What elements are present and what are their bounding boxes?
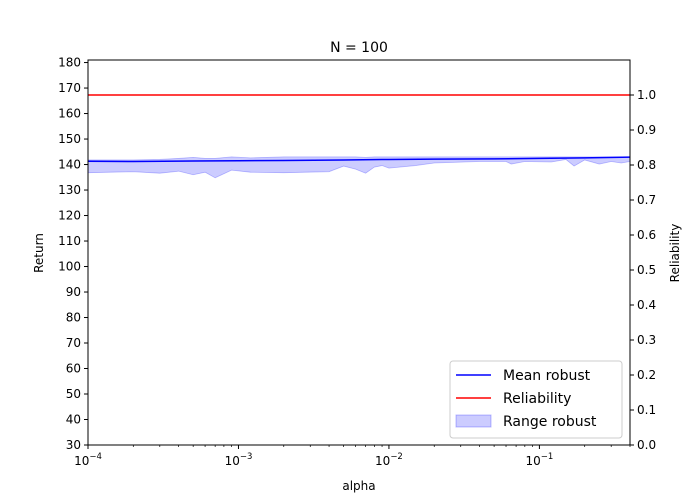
y2-tick-label: 0.6	[637, 228, 656, 242]
y-tick-label: 70	[66, 336, 81, 350]
y-axis-title: Return	[32, 233, 46, 273]
y-tick-label: 30	[66, 438, 81, 452]
y-tick-label: 90	[66, 285, 81, 299]
y-tick-label: 140	[58, 158, 81, 172]
y-tick-label: 60	[66, 362, 81, 376]
y-tick-label: 80	[66, 311, 81, 325]
y2-tick-label: 0.4	[637, 298, 656, 312]
y2-tick-label: 0.8	[637, 158, 656, 172]
x-axis-title: alpha	[342, 479, 375, 493]
x-tick-label: 10−3	[225, 452, 253, 468]
legend-range-robust-label: Range robust	[503, 414, 597, 430]
chart-title: N = 100	[330, 40, 388, 56]
x-tick-label: 10−1	[526, 452, 554, 468]
y2-tick-label: 1.0	[637, 88, 656, 102]
legend-box	[449, 360, 623, 439]
x-tick-label: 10−4	[74, 452, 102, 468]
y-tick-label: 100	[58, 260, 81, 274]
y2-tick-label: 0.2	[637, 368, 656, 382]
y2-axis-title: Reliability	[668, 224, 682, 283]
y-tick-label: 180	[58, 56, 81, 70]
y-axis-right: 0.0 0.1 0.2 0.3 0.4 0.5 0.6 0.7 0.8 0.9 1.0	[630, 88, 656, 452]
legend-reliability-label: Reliability	[503, 391, 571, 407]
y2-tick-label: 0.7	[637, 193, 656, 207]
y2-tick-label: 0.9	[637, 123, 656, 137]
legend: Mean robust Reliability Range robust	[449, 360, 623, 439]
y-tick-label: 50	[66, 387, 81, 401]
mean-robust-line	[88, 156, 630, 163]
y2-tick-label: 0.1	[637, 403, 656, 417]
legend-mean-robust-label: Mean robust	[503, 368, 591, 384]
y2-tick-label: 0.5	[637, 263, 656, 277]
x-axis: 10−4 10−3 10−2 10−1	[74, 445, 631, 468]
range-robust-band	[88, 156, 630, 179]
plot-area	[88, 94, 630, 179]
legend-range-robust-swatch	[455, 414, 492, 428]
y2-tick-label: 0.3	[637, 333, 656, 347]
y2-tick-label: 0.0	[637, 438, 656, 452]
y-tick-label: 40	[66, 413, 81, 427]
x-tick-label: 10−2	[375, 452, 403, 468]
y-tick-label: 170	[58, 81, 81, 95]
y-tick-label: 150	[58, 132, 81, 146]
y-axis-left: 30 40 50 60 70 80 90 100 110 120 130 140 150 160 170 18…	[58, 56, 88, 452]
plot-frame	[87, 59, 631, 446]
y-tick-label: 110	[58, 234, 81, 248]
y-tick-label: 120	[58, 209, 81, 223]
y-tick-label: 130	[58, 183, 81, 197]
y-tick-label: 160	[58, 107, 81, 121]
